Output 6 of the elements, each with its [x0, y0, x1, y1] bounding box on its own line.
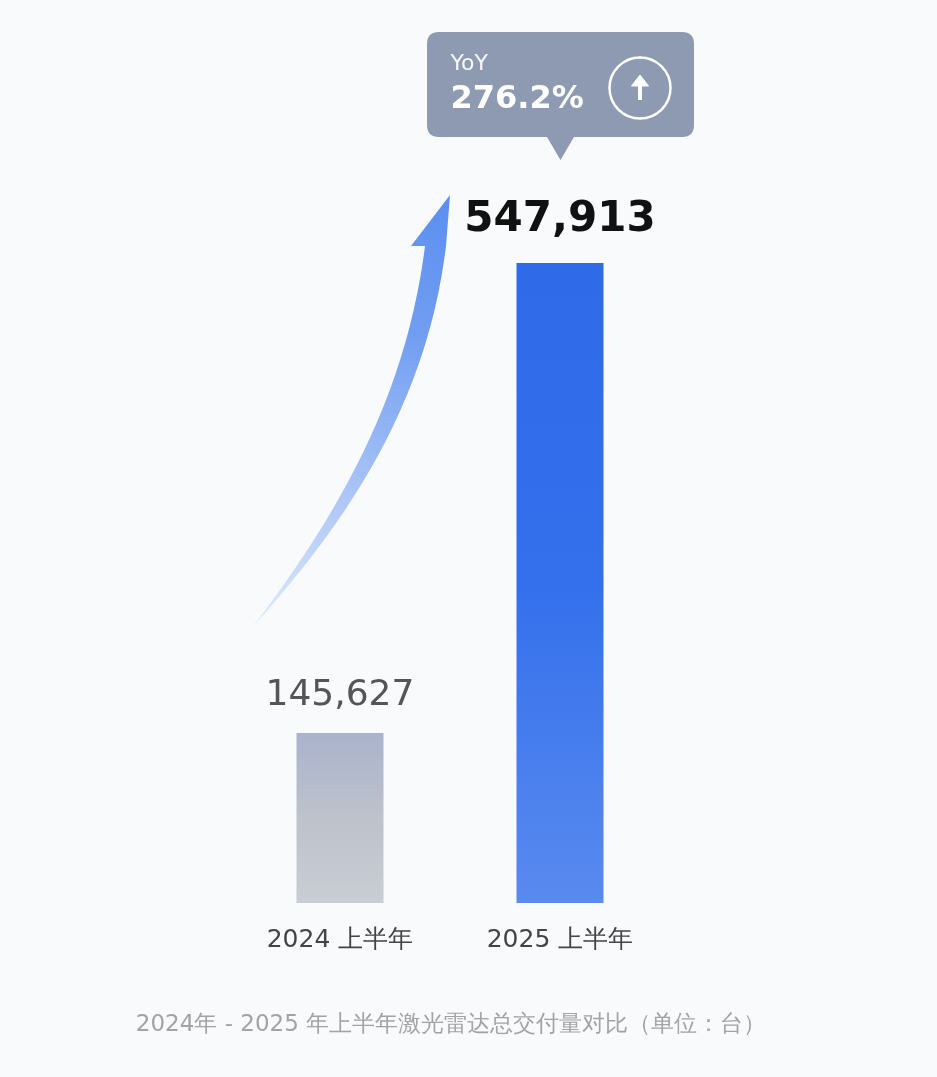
data-label: 547,913	[464, 191, 656, 241]
x-tick-label: 2025 上半年	[486, 924, 634, 953]
data-label: 145,627	[265, 672, 415, 714]
text: YoY 276.2%	[450, 50, 584, 116]
text: 2024年 - 2025 年上半年激光雷达总交付量对比（单位：台）	[135, 1009, 767, 1036]
x-tick-label: 2024 上半年	[266, 924, 414, 953]
